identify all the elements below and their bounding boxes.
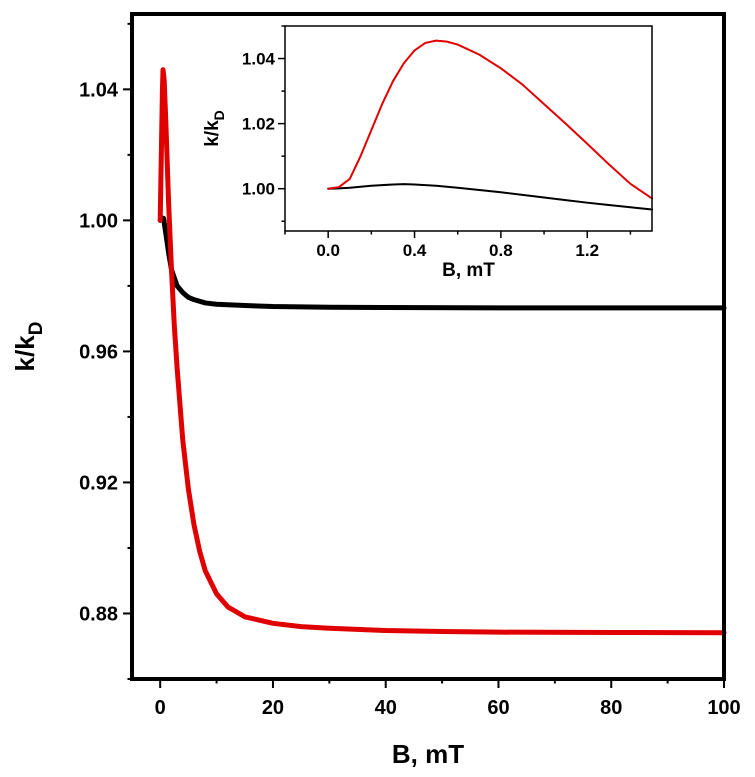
main-series-line-black: [157, 215, 727, 311]
inset-x-tick-label: 0.0: [316, 241, 340, 260]
inset-series-line-black: [327, 183, 653, 211]
main-y-axis-title: k/kD: [10, 322, 47, 372]
main-ticks: 0 20 40 60 80 100 0.88 0.92 0.96 1.00 1.04: [79, 22, 741, 719]
inset-y-axis-title-main: k/k: [202, 120, 223, 147]
main-y-axis-title-main: k/k: [10, 335, 40, 372]
main-y-tick-label: 1.00: [79, 210, 118, 232]
main-x-tick-label: 60: [487, 697, 509, 719]
main-y-tick-label: 0.92: [79, 472, 118, 494]
inset-y-axis-title-subscript: D: [211, 110, 227, 120]
main-x-tick-label: 0: [155, 697, 166, 719]
inset-y-tick-label: 1.02: [242, 115, 275, 134]
main-x-tick-label: 80: [600, 697, 622, 719]
inset-background: [285, 26, 652, 231]
main-y-axis-title-subscript: D: [26, 322, 47, 336]
inset-y-tick-label: 1.04: [242, 50, 276, 69]
inset-x-tick-label: 0.8: [489, 241, 513, 260]
inset-chart: 0.0 0.4 0.8 1.2 1.00 1.02 1.04 B, mT k/kD: [202, 25, 653, 281]
main-plot-frame: [130, 12, 726, 681]
inset-series: [327, 39, 653, 211]
main-series: [157, 67, 727, 636]
main-y-tick-label: 1.04: [79, 79, 119, 101]
main-x-tick-label: 40: [375, 697, 397, 719]
main-series-line-red: [157, 67, 727, 636]
inset-x-axis-title: B, mT: [442, 260, 495, 281]
main-x-tick-label: 20: [262, 697, 284, 719]
main-y-tick-label: 0.88: [79, 603, 118, 625]
main-chart: 0 20 40 60 80 100 0.88 0.92 0.96 1.00 1.04 B, mT k…: [10, 12, 741, 769]
inset-y-tick-label: 1.00: [242, 180, 275, 199]
inset-series-line-red: [327, 39, 653, 200]
main-y-tick-label: 0.96: [79, 341, 118, 363]
inset-plot-frame: [284, 25, 653, 232]
inset-y-axis-title: k/kD: [202, 110, 227, 147]
inset-x-tick-label: 0.4: [403, 241, 427, 260]
inset-x-tick-label: 1.2: [575, 241, 599, 260]
main-x-tick-label: 100: [707, 697, 740, 719]
main-x-axis-title: B, mT: [392, 739, 464, 769]
